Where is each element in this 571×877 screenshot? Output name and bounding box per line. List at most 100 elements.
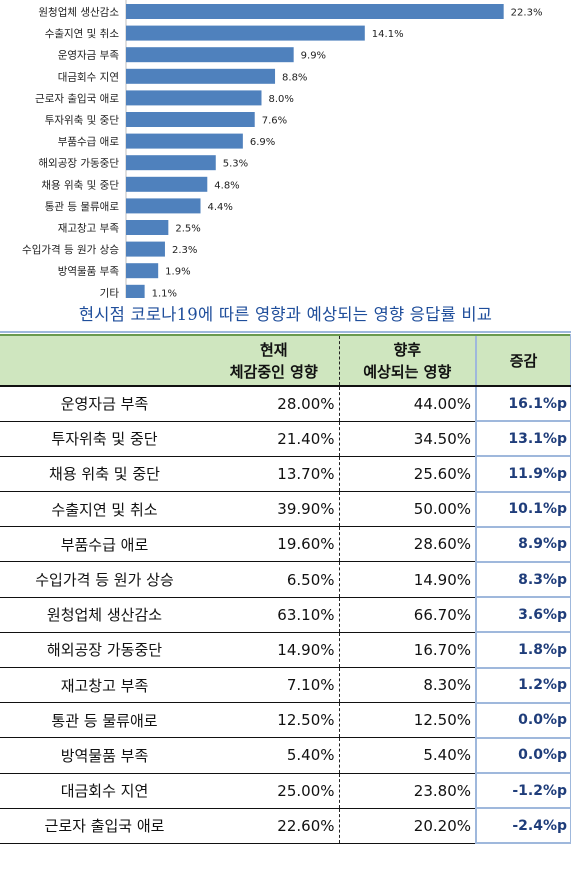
row-item: 수입가격 등 원가 상승 (0, 561, 209, 598)
bar (126, 112, 255, 127)
bar (126, 4, 504, 19)
row-change: 10.1%p (475, 491, 571, 528)
row-future: 23.80% (339, 773, 476, 809)
value-label: 4.4% (208, 202, 233, 213)
category-label: 투자위축 및 중단 (45, 114, 120, 127)
comparison-table: 현재 체감중인 영향 향후 예상되는 영향 증감 운영자금 부족 28.00% 44.0… (0, 334, 571, 845)
row-change: 8.9%p (475, 526, 571, 563)
category-label: 원청업체 생산감소 (38, 6, 119, 19)
row-change: 8.3%p (475, 561, 571, 599)
table-row: 채용 위축 및 중단 13.70% 25.60% 11.9%p (0, 456, 571, 493)
value-label: 8.0% (268, 94, 293, 105)
table-row: 원청업체 생산감소 63.10% 66.70% 3.6%p (0, 597, 571, 634)
row-change: 13.1%p (475, 421, 571, 458)
row-change: 1.2%p (475, 667, 571, 704)
table-row: 투자위축 및 중단 21.40% 34.50% 13.1%p (0, 421, 571, 458)
row-current: 19.60% (209, 526, 340, 563)
value-label: 14.1% (372, 29, 404, 40)
category-label: 대금회수 지연 (58, 71, 119, 83)
row-current: 5.40% (209, 737, 340, 774)
table-row: 해외공장 가동중단 14.90% 16.70% 1.8%p (0, 632, 571, 669)
row-item: 투자위축 및 중단 (0, 421, 209, 457)
category-label: 채용 위축 및 중단 (41, 178, 119, 191)
title-rule (0, 331, 571, 333)
value-label: 9.9% (301, 51, 326, 62)
row-item: 근로자 출입국 애로 (0, 808, 209, 844)
row-item: 통관 등 물류애로 (0, 702, 209, 739)
header-future: 향후 예상되는 영향 (339, 334, 476, 387)
table-header-row: 현재 체감중인 영향 향후 예상되는 영향 증감 (0, 334, 571, 387)
row-current: 28.00% (209, 386, 340, 422)
row-item: 운영자금 부족 (0, 386, 209, 422)
row-change: 16.1%p (475, 386, 571, 423)
category-label: 방역물품 부족 (58, 266, 120, 278)
row-current: 22.60% (209, 808, 340, 844)
table-row: 수입가격 등 원가 상승 6.50% 14.90% 8.3%p (0, 561, 571, 599)
row-current: 39.90% (209, 491, 340, 528)
row-item: 채용 위축 및 중단 (0, 456, 209, 493)
bar (126, 198, 201, 214)
row-change: -2.4%p (475, 808, 571, 845)
bar-chart: 원청업체 생산감소 22.3% 수출지연 및 취소 14.1% 운영자금 부족 9.9% 대… (22, 0, 543, 298)
row-future: 16.70% (339, 632, 476, 669)
table-row: 통관 등 물류애로 12.50% 12.50% 0.0%p (0, 702, 571, 739)
value-label: 2.5% (175, 224, 200, 235)
bar (126, 133, 243, 149)
category-label: 부품수급 애로 (58, 136, 120, 148)
bar (126, 47, 294, 63)
category-label: 수출지연 및 취소 (45, 28, 120, 40)
value-label: 5.3% (223, 159, 248, 170)
value-label: 2.3% (172, 245, 197, 256)
row-future: 28.60% (339, 526, 476, 563)
category-label: 재고창고 부족 (58, 223, 120, 235)
row-current: 21.40% (209, 421, 340, 457)
row-future: 14.90% (339, 561, 476, 598)
row-item: 부품수급 애로 (0, 526, 209, 563)
row-change: 0.0%p (475, 737, 571, 775)
bar (126, 263, 159, 279)
bar (126, 176, 208, 192)
bar (126, 284, 145, 298)
bar (126, 90, 262, 106)
row-current: 7.10% (209, 667, 340, 704)
value-label: 4.8% (214, 180, 239, 191)
row-current: 13.70% (209, 456, 340, 493)
row-current: 63.10% (209, 597, 340, 633)
category-label: 운영자금 부족 (58, 50, 120, 62)
row-future: 44.00% (339, 386, 476, 422)
value-label: 22.3% (511, 8, 543, 19)
row-item: 해외공장 가동중단 (0, 632, 209, 669)
header-item (0, 334, 209, 387)
value-label: 1.9% (165, 267, 190, 278)
table-row: 대금회수 지연 25.00% 23.80% -1.2%p (0, 773, 571, 810)
header-change: 증감 (475, 334, 571, 387)
bar (126, 220, 169, 235)
value-label: 7.6% (262, 116, 287, 127)
row-item: 재고창고 부족 (0, 667, 209, 704)
row-future: 50.00% (339, 491, 476, 528)
category-label: 통관 등 물류애로 (45, 201, 120, 213)
table-row: 부품수급 애로 19.60% 28.60% 8.9%p (0, 526, 571, 563)
row-item: 대금회수 지연 (0, 773, 209, 809)
row-item: 원청업체 생산감소 (0, 597, 209, 633)
bar (126, 68, 276, 84)
category-label: 해외공장 가동중단 (38, 157, 119, 170)
header-current: 현재 체감중인 영향 (209, 334, 340, 387)
row-current: 6.50% (209, 561, 340, 598)
table-title: 현시점 코로나19에 따른 영향과 예상되는 영향 응답률 비교 (78, 305, 493, 324)
value-label: 1.1% (152, 288, 177, 298)
category-label: 수입가격 등 원가 상승 (22, 243, 119, 256)
row-item: 수출지연 및 취소 (0, 491, 209, 528)
row-item: 방역물품 부족 (0, 737, 209, 774)
row-future: 12.50% (339, 702, 476, 739)
row-change: 11.9%p (475, 456, 571, 493)
category-label: 근로자 출입국 애로 (35, 92, 119, 105)
row-change: 0.0%p (475, 702, 571, 739)
bar (126, 155, 216, 171)
row-current: 12.50% (209, 702, 340, 739)
row-future: 5.40% (339, 737, 476, 774)
value-label: 6.9% (250, 137, 275, 148)
category-label: 기타 (100, 287, 120, 298)
row-current: 14.90% (209, 632, 340, 669)
table-row: 운영자금 부족 28.00% 44.00% 16.1%p (0, 386, 571, 423)
